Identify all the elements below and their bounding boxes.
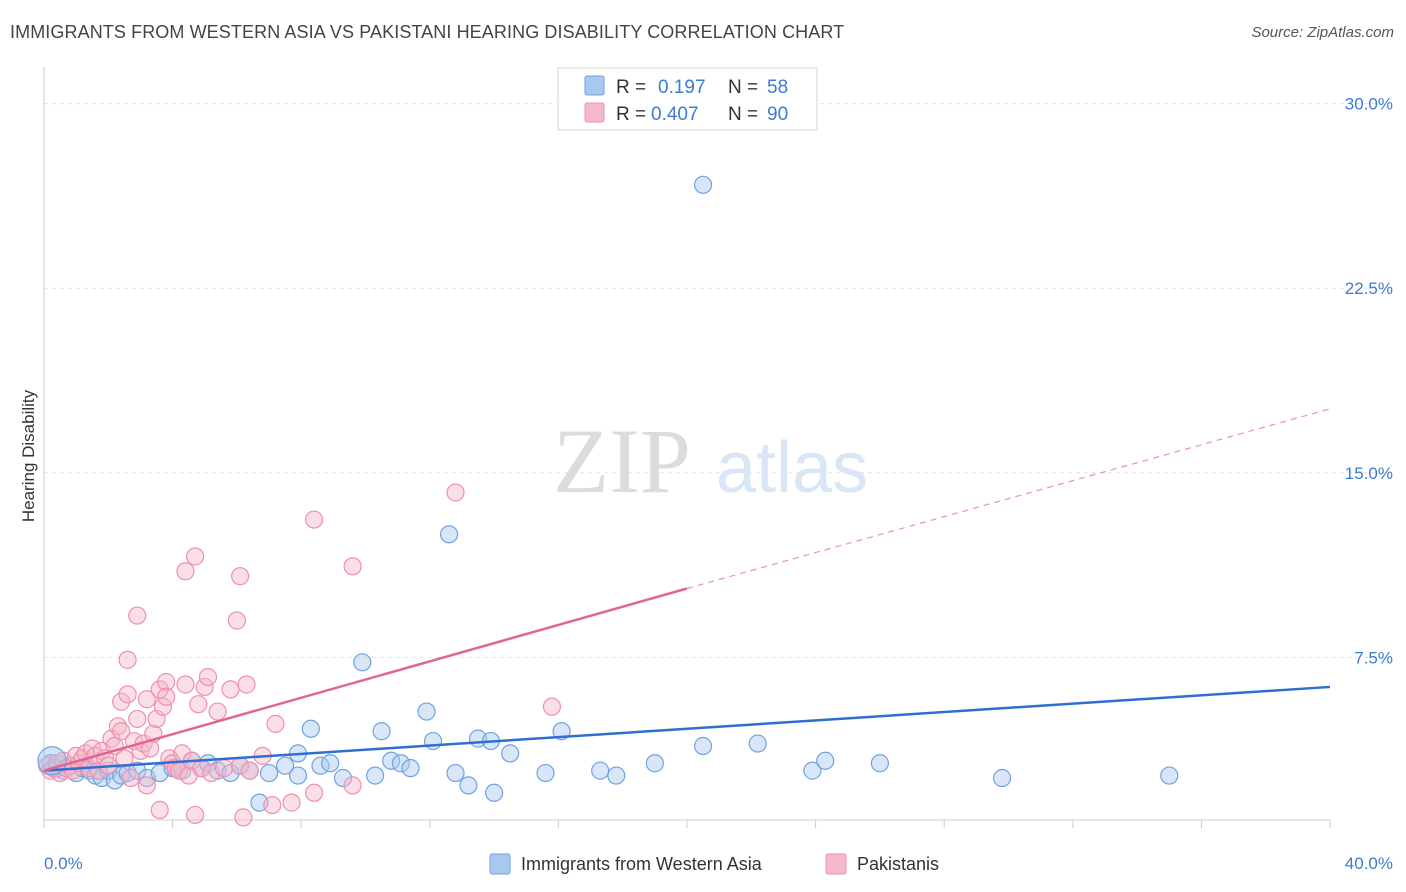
point-pakistani bbox=[209, 703, 226, 720]
y-tick-label: 7.5% bbox=[1354, 648, 1393, 667]
point-pakistani bbox=[344, 777, 361, 794]
point-pakistani bbox=[122, 770, 139, 787]
legend-swatch-pink bbox=[585, 103, 604, 122]
point-western-asia bbox=[447, 765, 464, 782]
point-pakistani bbox=[129, 607, 146, 624]
point-pakistani bbox=[177, 563, 194, 580]
legend-r-value-1: 0.197 bbox=[658, 77, 706, 98]
bottom-legend-swatch-pink[interactable] bbox=[826, 854, 846, 874]
point-western-asia bbox=[592, 762, 609, 779]
point-pakistani bbox=[119, 651, 136, 668]
point-pakistani bbox=[187, 806, 204, 823]
trend-line-western-asia bbox=[44, 687, 1330, 771]
legend-r-value-2: 0.407 bbox=[651, 104, 699, 125]
point-western-asia bbox=[289, 767, 306, 784]
point-western-asia bbox=[302, 720, 319, 737]
y-tick-label: 15.0% bbox=[1345, 464, 1393, 483]
point-pakistani bbox=[199, 669, 216, 686]
point-western-asia bbox=[871, 755, 888, 772]
bottom-legend-label-pink[interactable]: Pakistanis bbox=[857, 854, 939, 874]
y-axis-label: Hearing Disability bbox=[19, 389, 38, 522]
point-western-asia bbox=[1161, 767, 1178, 784]
x-tick-label-min: 0.0% bbox=[44, 854, 83, 873]
point-pakistani bbox=[216, 760, 233, 777]
point-pakistani bbox=[447, 484, 464, 501]
point-pakistani bbox=[158, 688, 175, 705]
point-western-asia bbox=[425, 733, 442, 750]
point-pakistani bbox=[190, 696, 207, 713]
point-pakistani bbox=[306, 784, 323, 801]
y-tick-label: 22.5% bbox=[1345, 279, 1393, 298]
chart-canvas: ZIP atlas 7.5% 15.0% 22.5% 30.0% 0.0% 40.0%… bbox=[0, 0, 1406, 892]
legend-r-label-2: R = bbox=[616, 104, 646, 125]
point-pakistani bbox=[232, 568, 249, 585]
point-western-asia bbox=[261, 765, 278, 782]
point-western-asia bbox=[646, 755, 663, 772]
watermark: ZIP atlas bbox=[553, 410, 868, 512]
point-western-asia bbox=[367, 767, 384, 784]
point-pakistani bbox=[129, 710, 146, 727]
point-western-asia bbox=[354, 654, 371, 671]
point-pakistani bbox=[283, 794, 300, 811]
y-tick-label: 30.0% bbox=[1345, 95, 1393, 114]
legend-n-value-2: 90 bbox=[767, 104, 788, 125]
point-western-asia bbox=[695, 176, 712, 193]
legend-n-label-1: N = bbox=[728, 77, 758, 98]
point-pakistani bbox=[543, 698, 560, 715]
point-western-asia bbox=[994, 770, 1011, 787]
legend-box: R = 0.197 N = 58 R = 0.407 N = 90 bbox=[558, 68, 817, 130]
point-pakistani bbox=[264, 797, 281, 814]
legend-n-label-2: N = bbox=[728, 104, 758, 125]
point-pakistani bbox=[222, 681, 239, 698]
point-western-asia bbox=[608, 767, 625, 784]
point-pakistani bbox=[238, 676, 255, 693]
watermark-zip: ZIP bbox=[553, 410, 691, 512]
point-pakistani bbox=[267, 715, 284, 732]
point-western-asia bbox=[502, 745, 519, 762]
point-western-asia bbox=[322, 755, 339, 772]
point-pakistani bbox=[344, 558, 361, 575]
y-tick-labels: 7.5% 15.0% 22.5% 30.0% bbox=[1345, 95, 1393, 668]
point-pakistani bbox=[187, 548, 204, 565]
point-western-asia bbox=[486, 784, 503, 801]
point-western-asia bbox=[418, 703, 435, 720]
point-pakistani bbox=[119, 686, 136, 703]
point-pakistani bbox=[306, 511, 323, 528]
point-western-asia bbox=[749, 735, 766, 752]
point-western-asia bbox=[373, 723, 390, 740]
legend-n-value-1: 58 bbox=[767, 77, 788, 98]
point-western-asia bbox=[460, 777, 477, 794]
watermark-atlas: atlas bbox=[716, 428, 868, 508]
bottom-legend-swatch-blue[interactable] bbox=[490, 854, 510, 874]
bottom-legend: Immigrants from Western Asia Pakistanis bbox=[490, 854, 939, 874]
point-western-asia bbox=[695, 738, 712, 755]
point-western-asia bbox=[817, 752, 834, 769]
point-pakistani bbox=[151, 802, 168, 819]
point-western-asia bbox=[537, 765, 554, 782]
point-western-asia bbox=[441, 526, 458, 543]
point-western-asia bbox=[402, 760, 419, 777]
point-pakistani bbox=[235, 809, 252, 826]
point-pakistani bbox=[241, 762, 258, 779]
legend-r-label-1: R = bbox=[616, 77, 646, 98]
bottom-legend-label-blue[interactable]: Immigrants from Western Asia bbox=[521, 854, 763, 874]
x-tick-label-max: 40.0% bbox=[1345, 854, 1393, 873]
point-pakistani bbox=[228, 612, 245, 629]
point-pakistani bbox=[177, 676, 194, 693]
point-pakistani bbox=[138, 777, 155, 794]
legend-swatch-blue bbox=[585, 76, 604, 95]
